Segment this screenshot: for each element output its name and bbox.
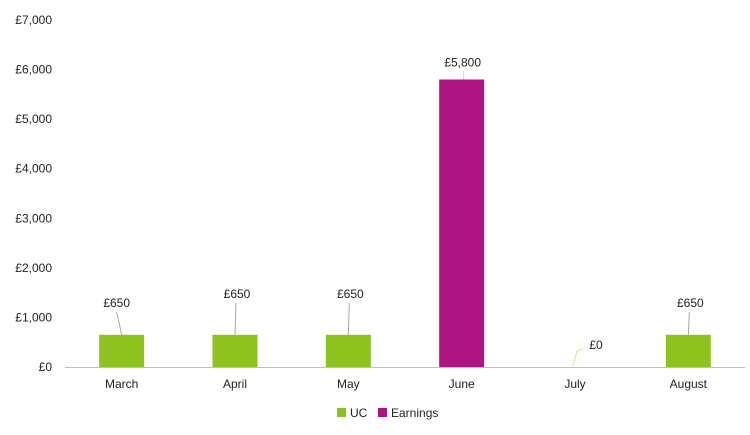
data-label: £650 bbox=[103, 296, 130, 310]
legend-label: UC bbox=[350, 406, 368, 420]
legend-swatch bbox=[378, 408, 387, 417]
x-tick-label: July bbox=[564, 377, 585, 391]
legend-swatch bbox=[337, 408, 346, 417]
data-label: £5,800 bbox=[444, 55, 481, 69]
y-tick-label: £6,000 bbox=[15, 63, 52, 77]
bar bbox=[99, 334, 145, 367]
y-tick-label: £2,000 bbox=[15, 261, 52, 275]
x-tick-label: May bbox=[337, 377, 360, 391]
x-axis: March April May June July August bbox=[105, 377, 708, 391]
leader-line bbox=[116, 311, 123, 335]
data-label: £650 bbox=[337, 287, 364, 301]
x-tick-label: March bbox=[105, 377, 138, 391]
bars bbox=[99, 79, 711, 367]
y-axis: £0 £1,000 £2,000 £3,000 £4,000 £5,000 £6,000 £7… bbox=[15, 13, 52, 374]
y-tick-label: £3,000 bbox=[15, 211, 52, 225]
leader-line bbox=[347, 302, 350, 335]
leader-line bbox=[687, 311, 690, 335]
bar bbox=[212, 334, 258, 367]
bar bbox=[439, 79, 485, 367]
data-label: £650 bbox=[677, 296, 704, 310]
data-label: £650 bbox=[224, 287, 251, 301]
y-tick-label: £4,000 bbox=[15, 162, 52, 176]
y-tick-label: £1,000 bbox=[15, 310, 52, 324]
data-labels: £650 £650 £650 £0 £650 £5,800 bbox=[103, 55, 704, 367]
legend-label: Earnings bbox=[391, 406, 438, 420]
x-tick-label: August bbox=[670, 377, 708, 391]
y-tick-label: £0 bbox=[39, 360, 53, 374]
x-tick-label: June bbox=[449, 377, 475, 391]
legend: UC Earnings bbox=[337, 406, 438, 420]
y-tick-label: £5,000 bbox=[15, 112, 52, 126]
bar bbox=[325, 334, 371, 367]
leader-line bbox=[234, 302, 237, 335]
data-label: £0 bbox=[589, 338, 603, 352]
leader-line bbox=[572, 348, 584, 367]
y-tick-label: £7,000 bbox=[15, 13, 52, 27]
x-tick-label: April bbox=[223, 377, 247, 391]
bar bbox=[665, 334, 711, 367]
